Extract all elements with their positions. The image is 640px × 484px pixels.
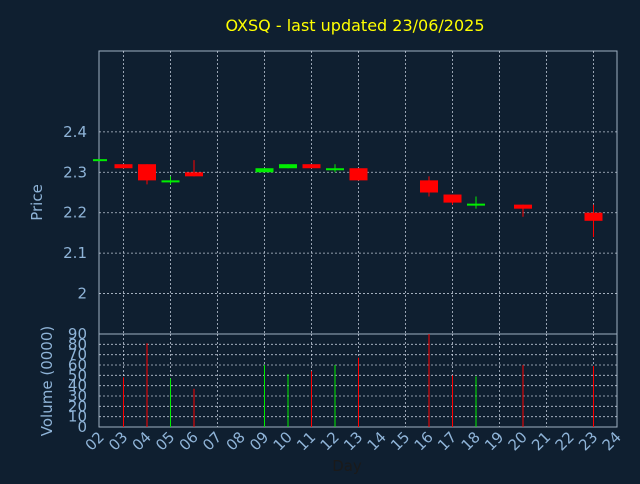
volume-y-tick-label: 80 [68,335,87,353]
volume-y-tick-label: 60 [68,356,87,374]
candle-body [93,159,107,162]
price-axis-label: Price [28,184,46,221]
candle-body [420,180,438,193]
volume-y-tick-label: 0 [77,418,87,436]
volume-y-tick-label: 50 [68,366,87,384]
price-y-tick-label: 2 [77,285,87,303]
candle-body [161,180,180,183]
volume-y-tick-label: 20 [68,397,87,415]
candles [93,159,603,237]
volume-y-tick-label: 10 [68,408,87,426]
candle-body [349,168,368,181]
candle-body [185,172,203,177]
candle-body [279,164,297,169]
candle-body [326,168,344,171]
candle-body [514,204,532,209]
candle-body [302,164,321,169]
candle-body [255,168,274,173]
candle-body [443,194,462,203]
price-panel: 2 2.1 2.2 2.3 2.4 Price [28,50,618,335]
price-y-tick-label: 2.4 [63,123,87,141]
volume-y-tick-label: 70 [68,346,87,364]
volume-y-tick-label: 90 [68,325,87,343]
price-y-tick-label: 2.1 [63,244,87,262]
price-y-tick-labels: 2 2.1 2.2 2.3 2.4 [63,123,87,303]
candle-body [467,203,485,206]
volume-y-tick-label: 40 [68,377,87,395]
candle-body [114,164,133,169]
volume-bars [123,334,594,427]
price-y-tick-label: 2.3 [63,163,87,181]
chart-title: OXSQ - last updated 23/06/2025 [225,16,484,35]
day-tick-labels: 0203040506070809101112131415161718192021… [82,428,625,454]
day-axis-label: Day [332,457,362,475]
price-grid [99,51,617,334]
price-y-tick-label: 2.2 [63,204,87,222]
candle-body [138,164,156,181]
volume-y-tick-label: 30 [68,387,87,405]
candle-body [584,212,603,221]
volume-axis-label: Volume (0000) [38,326,56,436]
